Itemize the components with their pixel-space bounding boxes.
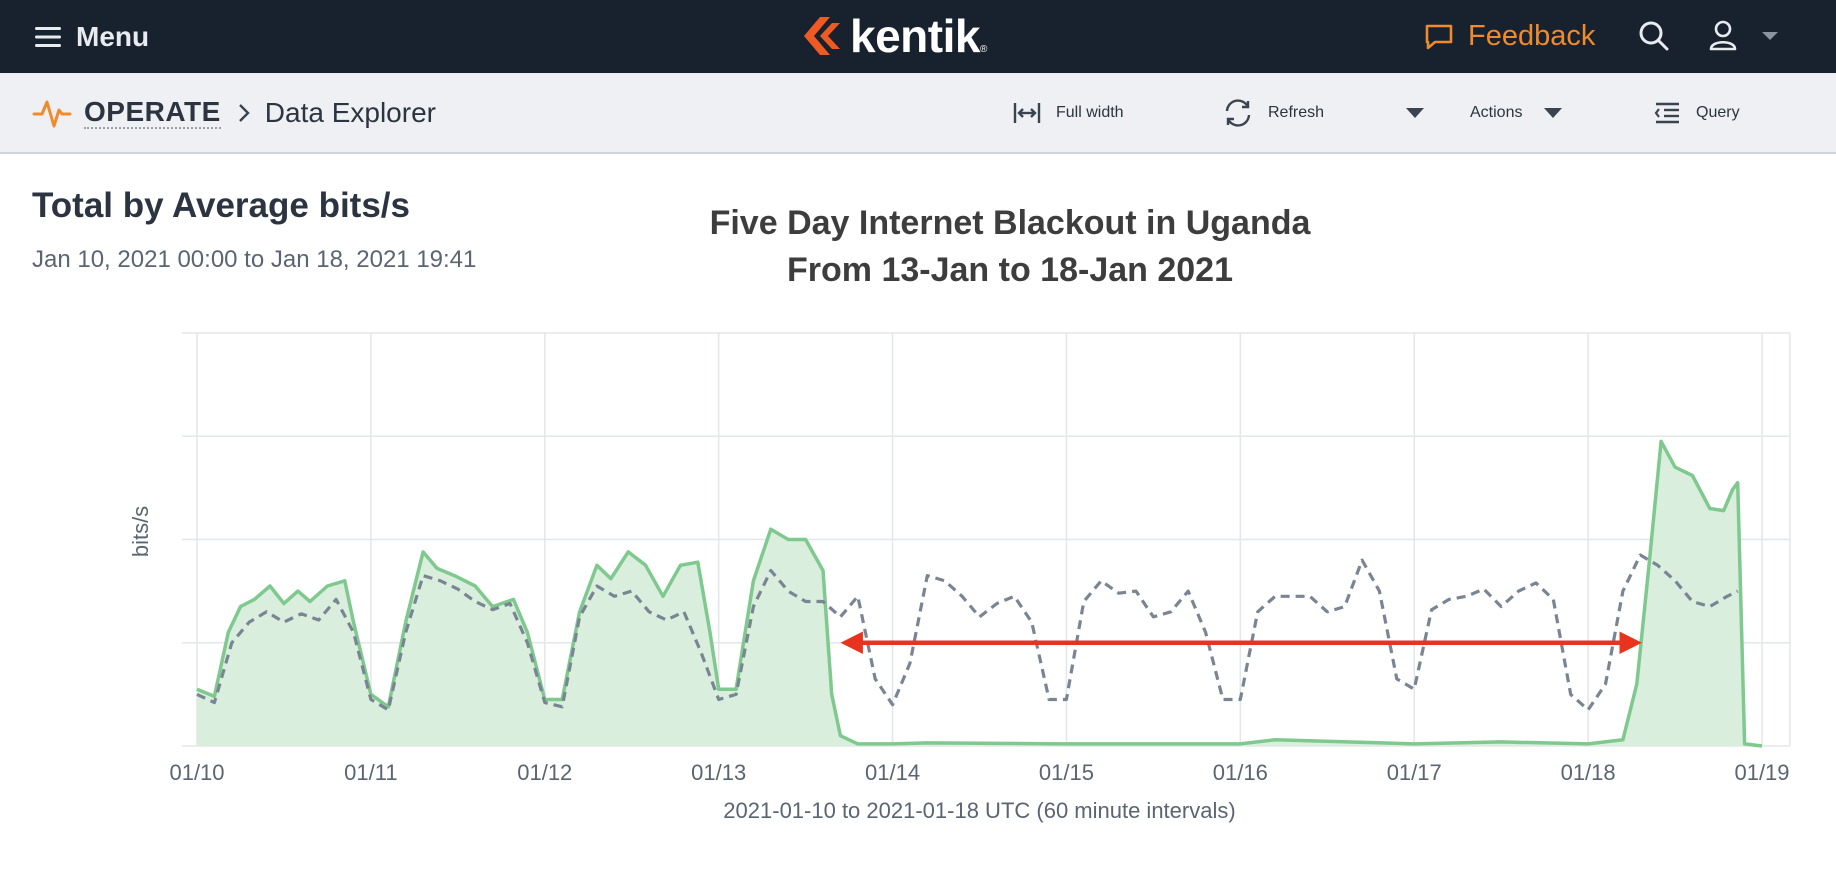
search-icon (1639, 21, 1669, 51)
pulse-icon (32, 100, 72, 127)
menu-label: Menu (76, 20, 150, 52)
chevron-down-icon (1762, 32, 1778, 40)
page-toolbar: OPERATE Data Explorer Full width Refresh… (0, 73, 1836, 154)
series-dashed-line (196, 553, 1739, 712)
refresh-icon (1225, 98, 1251, 127)
hamburger-menu-icon (35, 26, 61, 47)
caret-down-icon (1544, 107, 1563, 118)
feedback-button[interactable]: Feedback (1424, 0, 1595, 73)
x-tick-label: 01/12 (517, 760, 572, 785)
speech-bubble-icon (1425, 24, 1453, 49)
logo-wordmark: kentik (850, 10, 980, 62)
caret-down-icon (1406, 107, 1424, 118)
breadcrumb-current-page: Data Explorer (264, 96, 436, 128)
actions-dropdown[interactable]: Actions (1470, 73, 1563, 152)
x-tick-label: 01/13 (691, 760, 746, 785)
logo-registered-mark: ® (979, 43, 988, 55)
overlay-title-line-2: From 13-Jan to 18-Jan 2021 (787, 251, 1233, 289)
series-area-fill (197, 441, 1762, 746)
kentik-logo[interactable]: kentik ® (800, 6, 987, 66)
traffic-chart: 01/10 01/11 01/12 01/13 01/14 01/15 01/16 01/17… (128, 332, 1791, 823)
full-width-button[interactable]: Full width (1012, 73, 1124, 152)
panel-title: Total by Average bits/s (32, 186, 410, 225)
top-navigation-bar: Menu kentik ® Feedback (0, 0, 1836, 73)
x-tick-label: 01/15 (1039, 760, 1094, 785)
panel-time-range: Jan 10, 2021 00:00 to Jan 18, 2021 19:41 (32, 246, 477, 273)
feedback-label: Feedback (1468, 20, 1596, 52)
search-button[interactable] (1636, 18, 1672, 54)
query-label: Query (1696, 103, 1740, 121)
kentik-chevron-logo-icon (804, 17, 840, 55)
x-tick-label: 01/19 (1734, 760, 1789, 785)
x-tick-label: 01/16 (1213, 760, 1268, 785)
x-axis-ticks: 01/10 01/11 01/12 01/13 01/14 01/15 01/16 01/17… (169, 760, 1789, 785)
query-button[interactable]: Query (1652, 73, 1740, 152)
breadcrumb-section-operate[interactable]: OPERATE (84, 95, 221, 129)
y-axis-label: bits/s (128, 506, 153, 557)
chart-series (196, 439, 1763, 748)
x-tick-label: 01/11 (344, 760, 397, 785)
menu-button[interactable]: Menu (34, 0, 149, 73)
refresh-options-dropdown[interactable] (1406, 73, 1424, 152)
series-solid-line (196, 439, 1763, 748)
actions-label: Actions (1470, 103, 1523, 121)
user-icon (1709, 20, 1737, 51)
overlay-title-line-1: Five Day Internet Blackout in Uganda (709, 204, 1311, 242)
x-tick-label: 01/14 (865, 760, 920, 785)
full-width-label: Full width (1056, 103, 1124, 121)
x-tick-label: 01/18 (1561, 760, 1616, 785)
x-tick-label: 01/10 (169, 760, 224, 785)
chevron-right-icon (237, 102, 251, 124)
refresh-label: Refresh (1268, 103, 1325, 121)
expand-horizontal-icon (1013, 102, 1041, 123)
chart-overlay-title: Five Day Internet Blackout in Uganda Fro… (600, 200, 1420, 294)
x-axis-label: 2021-01-10 to 2021-01-18 UTC (60 minute … (723, 798, 1235, 823)
refresh-button[interactable]: Refresh (1222, 73, 1324, 152)
query-list-icon (1654, 102, 1679, 123)
breadcrumb: OPERATE Data Explorer (32, 73, 436, 152)
user-menu-button[interactable] (1706, 16, 1786, 56)
x-tick-label: 01/17 (1387, 760, 1442, 785)
